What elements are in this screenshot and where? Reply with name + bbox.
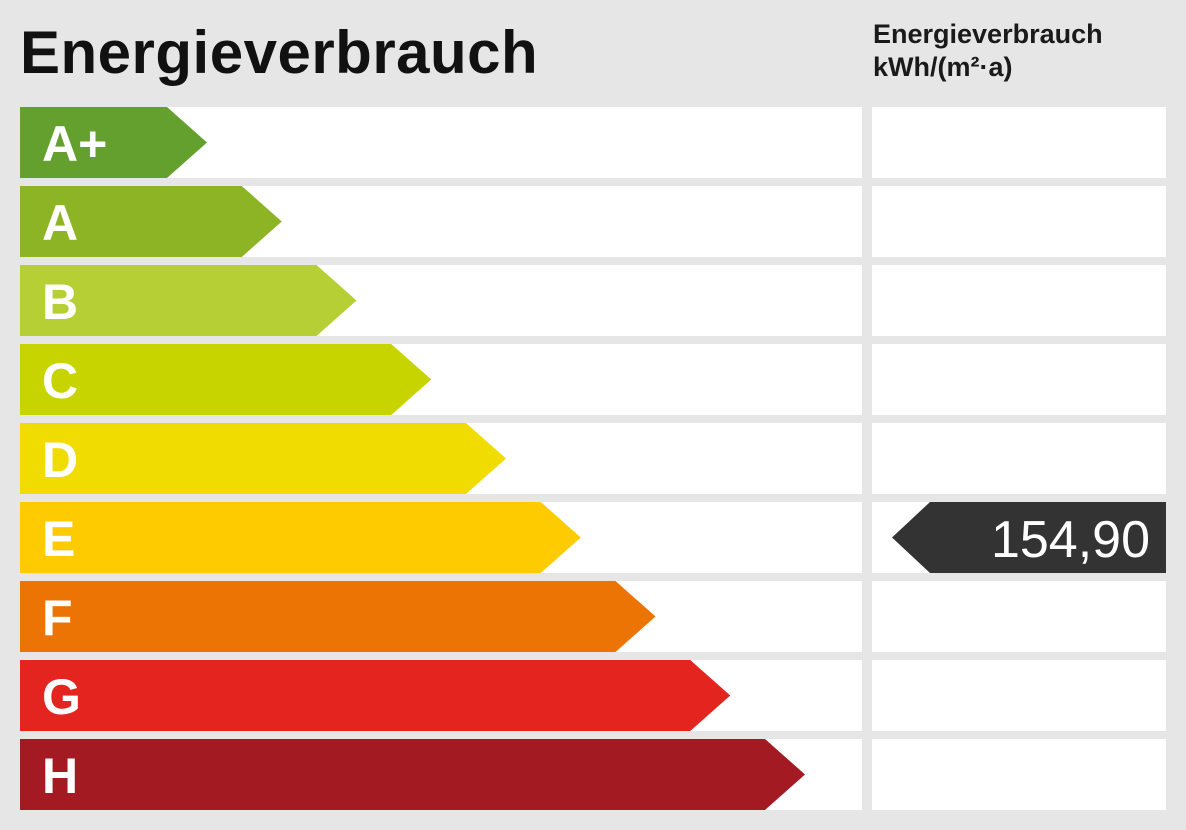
- class-label-H: H: [42, 748, 78, 804]
- unit-label: kWh/(m²·a): [873, 52, 1013, 82]
- class-arrow-B: [20, 265, 357, 336]
- chart-title: Energieverbrauch: [20, 19, 539, 86]
- value-cell: [872, 186, 1166, 257]
- value-label: 154,90: [991, 511, 1150, 569]
- class-arrow-A: [20, 186, 282, 257]
- class-arrow-E: [20, 502, 581, 573]
- class-label-C: C: [42, 353, 78, 409]
- class-label-A+: A+: [42, 116, 107, 172]
- class-label-D: D: [42, 432, 78, 488]
- value-marker: [892, 502, 1166, 573]
- value-cell: [872, 660, 1166, 731]
- value-cell: [872, 423, 1166, 494]
- class-arrow-D: [20, 423, 506, 494]
- class-arrow-A+: [20, 107, 207, 178]
- value-cell: [872, 107, 1166, 178]
- class-arrow-F: [20, 581, 656, 652]
- class-arrow-G: [20, 660, 731, 731]
- class-label-B: B: [42, 274, 78, 330]
- class-label-G: G: [42, 669, 81, 725]
- class-label-F: F: [42, 590, 73, 646]
- class-arrow-H: [20, 739, 805, 810]
- value-cell: [872, 581, 1166, 652]
- class-label-E: E: [42, 511, 75, 567]
- value-column-label: Energieverbrauch: [873, 19, 1103, 49]
- value-column-header: Energieverbrauch kWh/(m²·a): [873, 18, 1103, 84]
- class-label-A: A: [42, 195, 78, 251]
- value-cell: [872, 344, 1166, 415]
- value-cell: [872, 265, 1166, 336]
- value-cell: [872, 739, 1166, 810]
- class-arrow-C: [20, 344, 432, 415]
